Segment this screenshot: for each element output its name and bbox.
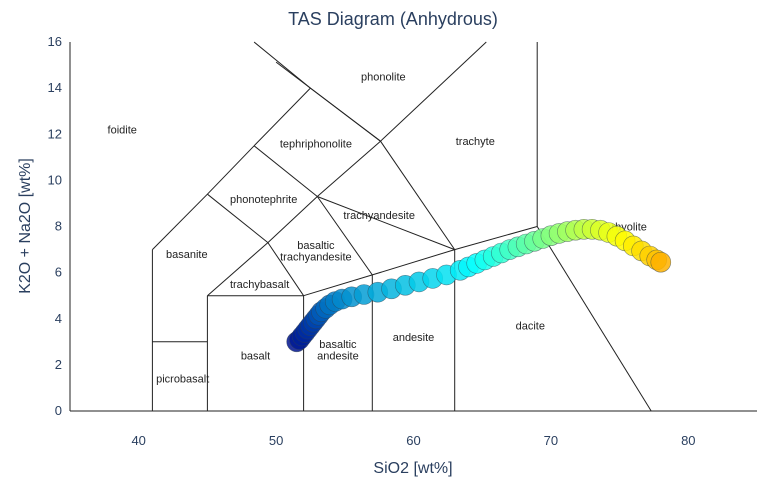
y-tick-label: 14 <box>48 80 62 95</box>
x-tick-label: 50 <box>269 433 283 448</box>
x-axis-ticks: 40 50 60 70 80 <box>131 433 695 448</box>
field-label: trachyandesite <box>343 210 415 222</box>
field-label: basanite <box>166 249 208 261</box>
field-boundary-line <box>536 226 652 412</box>
y-tick-label: 4 <box>55 311 62 326</box>
data-point <box>650 251 672 273</box>
y-tick-label: 16 <box>48 34 62 49</box>
field-label: basaltic <box>297 240 335 252</box>
field-boundary-line <box>317 196 455 251</box>
field-label: trachyte <box>456 136 495 148</box>
field-boundary-line <box>253 87 311 147</box>
field-label: phonotephrite <box>230 194 297 206</box>
field-label: andesite <box>317 351 359 363</box>
field-boundary-line <box>303 274 373 297</box>
field-boundary-line <box>372 249 455 276</box>
y-axis-ticks: 0 2 4 6 8 10 12 14 16 <box>48 34 62 418</box>
x-tick-label: 60 <box>406 433 420 448</box>
field-label: trachyandesite <box>280 252 352 264</box>
field-boundary-line <box>267 242 305 296</box>
field-boundaries <box>151 41 652 412</box>
field-boundary-line <box>454 226 538 251</box>
data-series <box>286 219 672 353</box>
y-axis-label: K2O + Na2O [wt%] <box>17 158 34 294</box>
y-tick-label: 8 <box>55 219 62 234</box>
field-label: foidite <box>108 125 137 137</box>
x-tick-label: 70 <box>544 433 558 448</box>
field-boundary-line <box>207 145 255 195</box>
plot-area: foidite phonolite tephriphonolite trachyte p… <box>69 41 757 412</box>
y-tick-label: 12 <box>48 126 62 141</box>
field-boundary-line <box>380 140 456 250</box>
field-label: dacite <box>516 321 545 333</box>
field-boundary-line <box>316 140 381 197</box>
y-tick-label: 10 <box>48 172 62 187</box>
field-boundary-line <box>316 196 373 276</box>
field-label: basalt <box>241 351 270 363</box>
y-tick-label: 6 <box>55 265 62 280</box>
x-tick-label: 40 <box>131 433 145 448</box>
field-label: picrobasalt <box>156 374 209 386</box>
field-boundary-line <box>207 242 269 297</box>
field-labels: foidite phonolite tephriphonolite trachyte p… <box>108 72 647 386</box>
field-boundary-line <box>267 196 318 243</box>
field-boundary-line <box>380 41 487 142</box>
x-tick-label: 80 <box>681 433 695 448</box>
x-axis-label: SiO2 [wt%] <box>373 460 452 477</box>
field-boundary-line <box>152 193 208 250</box>
y-tick-label: 0 <box>55 403 62 418</box>
field-boundary-line <box>207 193 269 243</box>
chart-title: TAS Diagram (Anhydrous) <box>288 9 498 29</box>
y-tick-label: 2 <box>55 357 62 372</box>
field-label: tephriphonolite <box>280 139 352 151</box>
field-boundary-line <box>253 145 318 197</box>
field-label: andesite <box>393 332 435 344</box>
field-boundary-line <box>275 61 381 142</box>
field-label: trachybasalt <box>230 279 289 291</box>
field-label: basaltic <box>319 339 357 351</box>
field-label: phonolite <box>361 72 406 84</box>
